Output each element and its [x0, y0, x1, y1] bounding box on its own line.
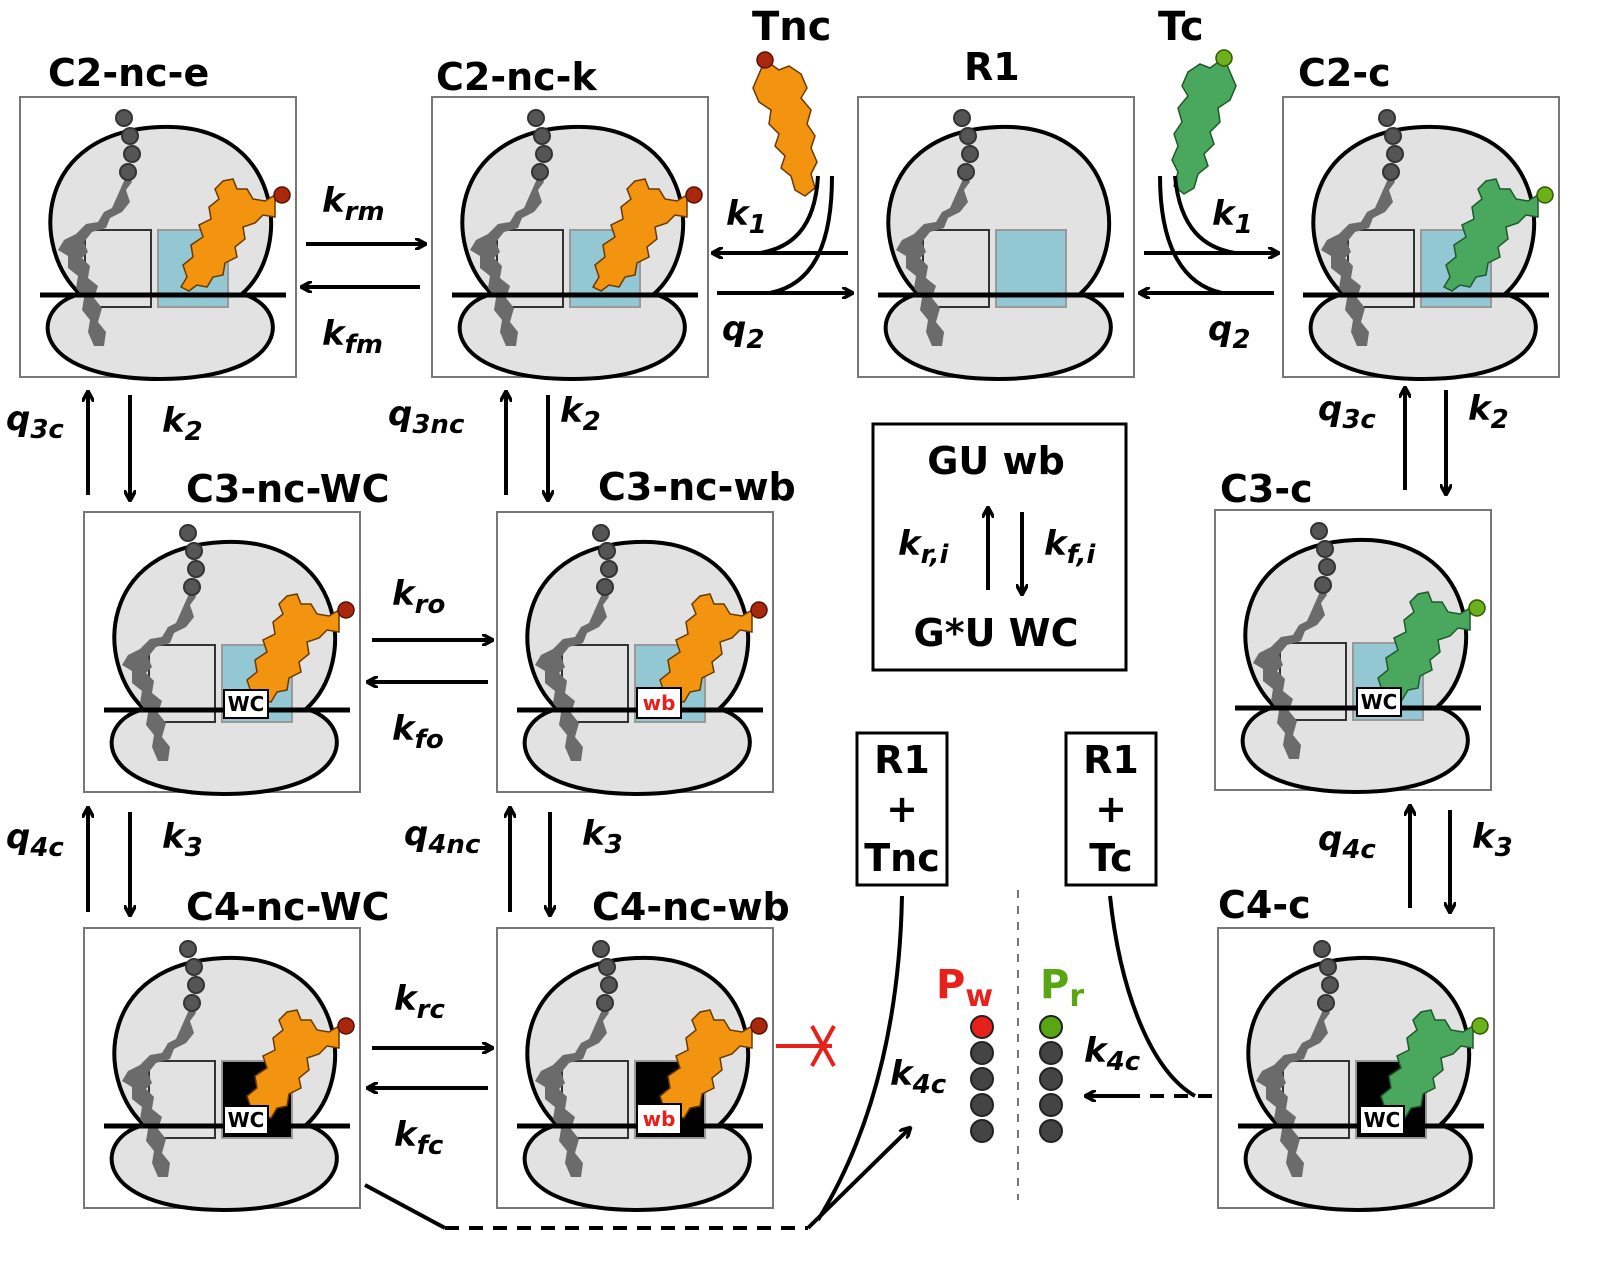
- reset-box-line: Tc: [1089, 836, 1132, 880]
- state-label-c4-nc-wc: C4-nc-WC: [186, 885, 390, 929]
- rate-q4c-left: q4c: [6, 817, 64, 863]
- trna-binding-curve-right-a: [1173, 175, 1236, 255]
- state-label-r1: R1: [964, 45, 1020, 89]
- rate-kro: kro: [392, 574, 445, 620]
- reset-box-line: Tnc: [864, 836, 940, 880]
- state-label-c2-c: C2-c: [1298, 51, 1391, 95]
- state-c4-c: C4-c WC: [1217, 883, 1495, 1212]
- product-right: Pr: [1039, 962, 1084, 1143]
- rate-q3c-right: q3c: [1318, 389, 1376, 435]
- pair-tag-wc: [223, 689, 269, 719]
- rate-krc: krc: [394, 979, 445, 1025]
- rate-q2-left: q2: [722, 309, 764, 355]
- rate-q4nc: q4nc: [404, 814, 481, 860]
- reset-box-noncognate: R1 + Tnc: [855, 731, 949, 887]
- rate-q3c-left: q3c: [6, 399, 64, 445]
- pair-tag-wc-text: WC: [228, 692, 265, 716]
- state-label-c4-c: C4-c: [1218, 883, 1311, 927]
- state-label-c3-nc-wb: C3-nc-wb: [598, 465, 796, 509]
- state-c3-c: C3-c WC: [1214, 467, 1492, 794]
- k4c-path-left-solid: [364, 1183, 446, 1230]
- state-r1: R1: [857, 45, 1135, 382]
- pair-tag-wc-text: WC: [228, 1108, 265, 1132]
- rate-k2-right: k2: [1468, 389, 1509, 435]
- trna-binding-curve-left-b: [769, 175, 834, 295]
- state-c4-nc-wc: C4-nc-WC WC: [83, 885, 390, 1212]
- rate-k4c-left: k4c: [890, 1054, 947, 1100]
- legend-rate-kri: kr,i: [898, 524, 950, 570]
- pair-tag-wb: [636, 687, 682, 719]
- rate-krm: krm: [322, 181, 385, 227]
- rate-kfc: kfc: [394, 1115, 444, 1161]
- legend-rate-kfi: kf,i: [1044, 524, 1096, 570]
- rate-k3-mid: k3: [582, 814, 623, 860]
- pair-tag-wb-text: wb: [643, 691, 676, 715]
- free-trna-noncognate: Tnc: [752, 4, 831, 197]
- trna-label-cognate: Tc: [1158, 4, 1204, 50]
- legend-bottom: G*U WC: [914, 611, 1079, 655]
- rate-k1-left: k1: [726, 194, 767, 240]
- state-c3-nc-wb: C3-nc-wb wb: [496, 465, 796, 796]
- pair-tag-wc-text: WC: [1364, 1108, 1401, 1132]
- reset-curve-cognate: [1108, 895, 1197, 1098]
- rate-k2-mid: k2: [560, 391, 601, 437]
- rate-k4c-right: k4c: [1084, 1031, 1141, 1077]
- rate-q3nc: q3nc: [388, 394, 465, 440]
- rate-q4c-right: q4c: [1318, 819, 1376, 865]
- trna-binding-curve-left-a: [759, 175, 820, 255]
- product-right-label: Pr: [1040, 962, 1084, 1014]
- rate-kfo: kfo: [392, 709, 444, 755]
- state-label-c4-nc-wb: C4-nc-wb: [592, 885, 790, 929]
- state-label-c3-nc-wc: C3-nc-WC: [186, 467, 390, 511]
- product-wrong-label: Pw: [936, 962, 993, 1014]
- reset-box-cognate: R1 + Tc: [1064, 731, 1158, 887]
- reset-box-line: +: [886, 787, 918, 831]
- rate-q2-right: q2: [1208, 309, 1250, 355]
- state-label-c3-c: C3-c: [1220, 467, 1313, 511]
- state-c4-nc-wb: C4-nc-wb wb: [496, 885, 790, 1212]
- state-c3-nc-wc: C3-nc-WC WC: [83, 467, 390, 796]
- trna-label-noncognate: Tnc: [752, 4, 831, 50]
- legend-top: GU wb: [927, 439, 1065, 483]
- reset-box-line: +: [1095, 787, 1127, 831]
- rate-kfm: kfm: [322, 314, 383, 360]
- reset-box-line: R1: [874, 738, 930, 782]
- state-c2-nc-k: C2-nc-k: [431, 55, 709, 382]
- state-label-c2-nc-e: C2-nc-e: [48, 51, 209, 95]
- trna-binding-curve-right-b: [1158, 175, 1223, 295]
- reset-box-line: R1: [1083, 738, 1139, 782]
- rate-k2-left: k2: [162, 401, 203, 447]
- free-trna-cognate: Tc: [1158, 4, 1237, 195]
- state-c2-c: C2-c: [1282, 51, 1560, 382]
- legend-box: GU wb kr,i kf,i G*U WC: [871, 422, 1128, 672]
- product-wrong: Pw: [936, 962, 994, 1143]
- pair-tag-wb-text: wb: [643, 1107, 676, 1131]
- rate-k3-right: k3: [1472, 817, 1513, 863]
- state-label-c2-nc-k: C2-nc-k: [436, 55, 597, 99]
- rate-k3-left: k3: [162, 817, 203, 863]
- pair-tag-wc-text: WC: [1361, 690, 1398, 714]
- rate-k1-right: k1: [1212, 194, 1253, 240]
- state-c2-nc-e: C2-nc-e: [19, 51, 297, 382]
- reset-curve-noncognate: [816, 895, 904, 1222]
- blocked-pathway-mark: [776, 1025, 836, 1067]
